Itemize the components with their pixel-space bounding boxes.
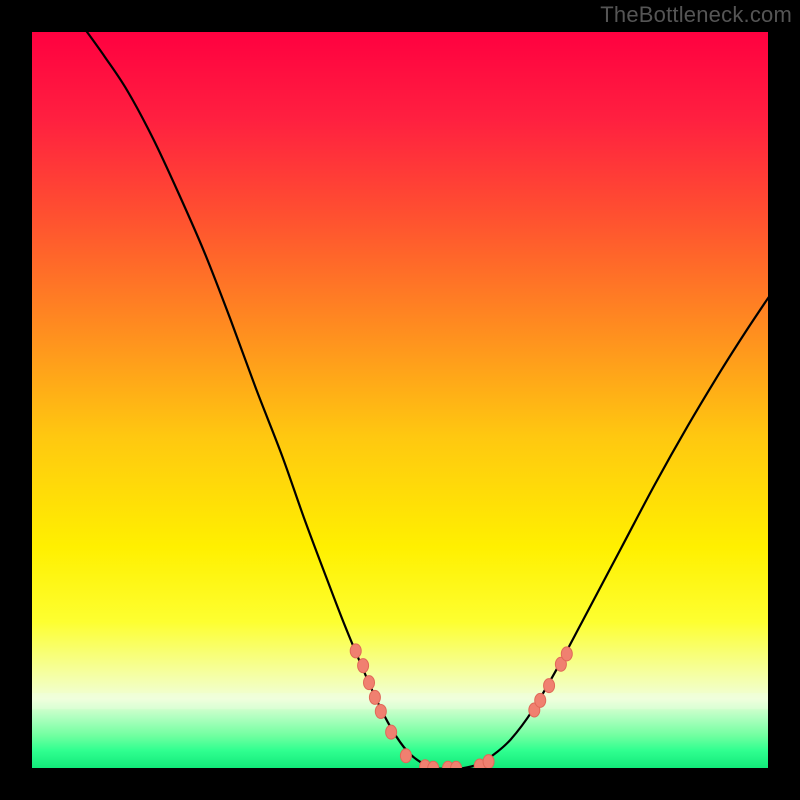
plot-background [31, 31, 769, 769]
data-marker [375, 704, 386, 718]
data-marker [350, 644, 361, 658]
chart-svg [0, 0, 800, 800]
data-marker [483, 755, 494, 769]
data-marker [561, 647, 572, 661]
data-marker [364, 676, 375, 690]
watermark-text: TheBottleneck.com [600, 2, 792, 28]
highlight-band [31, 693, 769, 709]
data-marker [535, 693, 546, 707]
chart-stage: TheBottleneck.com [0, 0, 800, 800]
data-marker [386, 725, 397, 739]
data-marker [358, 659, 369, 673]
data-marker [544, 679, 555, 693]
data-marker [369, 690, 380, 704]
data-marker [400, 749, 411, 763]
